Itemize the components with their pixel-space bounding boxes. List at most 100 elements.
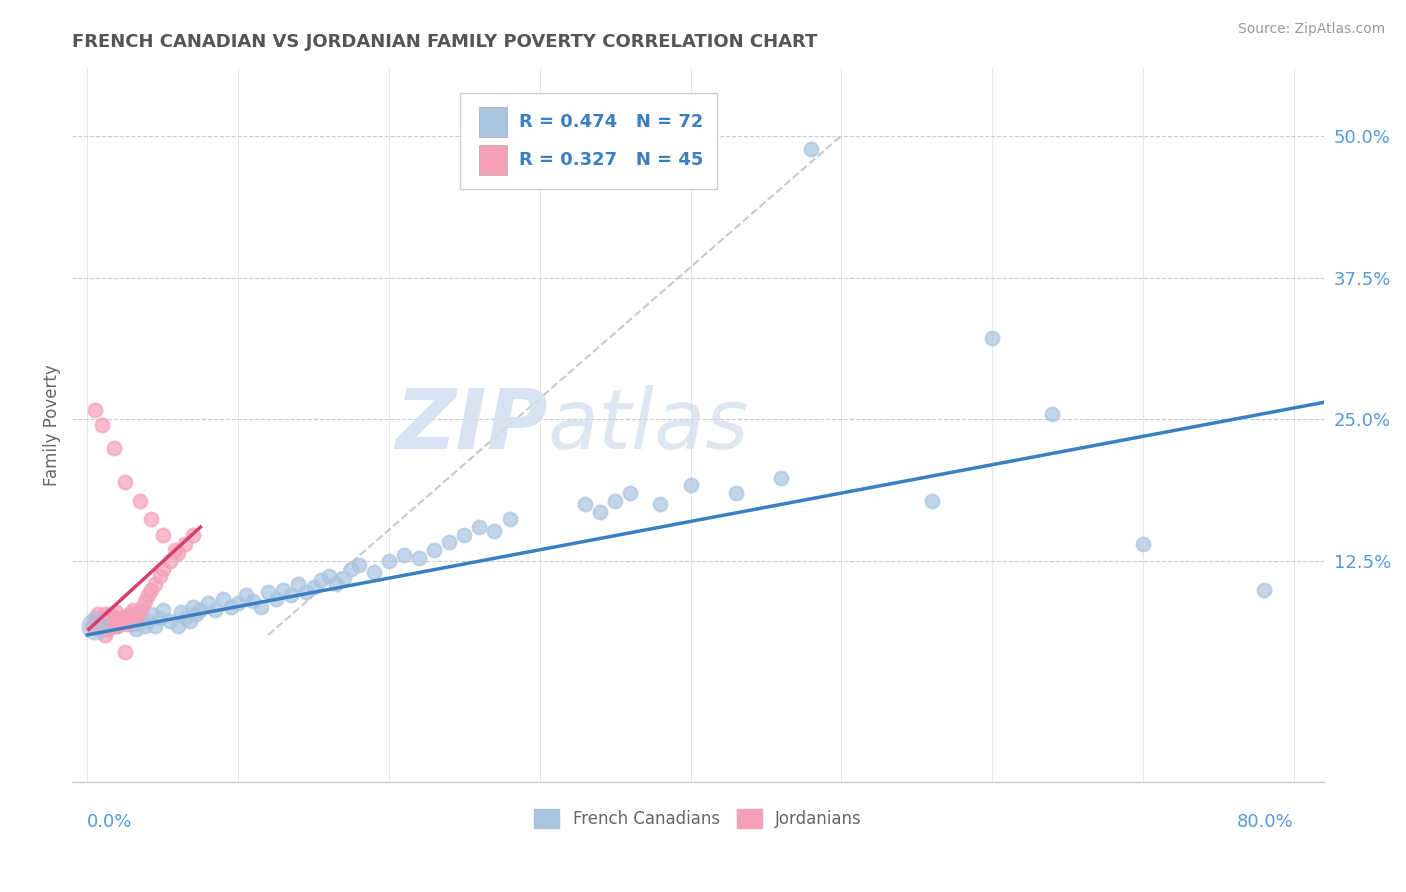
Point — [114, 614, 136, 628]
Point — [97, 622, 120, 636]
Point — [1132, 537, 1154, 551]
Point — [769, 471, 792, 485]
Point — [235, 588, 257, 602]
Point — [91, 614, 114, 628]
Point — [143, 577, 166, 591]
Text: Source: ZipAtlas.com: Source: ZipAtlas.com — [1237, 22, 1385, 37]
Text: FRENCH CANADIAN VS JORDANIAN FAMILY POVERTY CORRELATION CHART: FRENCH CANADIAN VS JORDANIAN FAMILY POVE… — [72, 33, 818, 51]
Point — [152, 603, 174, 617]
Point — [91, 417, 114, 432]
Point — [163, 542, 186, 557]
Point — [408, 550, 430, 565]
Point — [103, 441, 125, 455]
Point — [347, 558, 370, 572]
Text: 0.0%: 0.0% — [87, 813, 132, 831]
Point — [921, 494, 943, 508]
Point — [280, 588, 302, 602]
Point — [318, 569, 340, 583]
Point — [89, 616, 111, 631]
Point — [204, 603, 226, 617]
Point — [679, 478, 702, 492]
Point — [124, 622, 146, 636]
Point — [139, 582, 162, 597]
Point — [121, 616, 143, 631]
Point — [98, 611, 121, 625]
Point — [152, 528, 174, 542]
Point — [124, 611, 146, 625]
Point — [170, 605, 193, 619]
Point — [212, 591, 235, 606]
Point — [603, 494, 626, 508]
Point — [98, 607, 121, 622]
Point — [724, 486, 747, 500]
Point — [295, 584, 318, 599]
Point — [332, 571, 354, 585]
Point — [226, 596, 249, 610]
Point — [149, 569, 172, 583]
Point — [103, 611, 125, 625]
Point — [152, 562, 174, 576]
Point — [619, 486, 641, 500]
Point — [166, 546, 188, 560]
Point — [468, 520, 491, 534]
Y-axis label: Family Poverty: Family Poverty — [44, 364, 60, 486]
Point — [325, 577, 347, 591]
Point — [83, 614, 105, 628]
Point — [149, 611, 172, 625]
Point — [89, 619, 111, 633]
Point — [242, 594, 264, 608]
Point — [93, 614, 115, 628]
Point — [340, 562, 363, 576]
Point — [136, 614, 159, 628]
Point — [110, 611, 132, 625]
Point — [166, 619, 188, 633]
Point — [174, 537, 197, 551]
Point — [439, 534, 461, 549]
Point — [302, 580, 325, 594]
Point — [94, 622, 117, 636]
Point — [363, 566, 385, 580]
Point — [80, 619, 103, 633]
Point — [134, 594, 156, 608]
Point — [101, 619, 124, 633]
Point — [574, 497, 596, 511]
FancyBboxPatch shape — [479, 107, 506, 137]
Point — [423, 542, 446, 557]
Point — [392, 549, 415, 563]
Legend: French Canadians, Jordanians: French Canadians, Jordanians — [527, 802, 869, 835]
Text: atlas: atlas — [548, 384, 749, 466]
Point — [134, 619, 156, 633]
Point — [1042, 407, 1064, 421]
Point — [174, 611, 197, 625]
Point — [100, 614, 122, 628]
Point — [184, 607, 207, 622]
Point — [143, 619, 166, 633]
Point — [96, 619, 118, 633]
Point — [309, 574, 332, 588]
Point — [159, 614, 181, 628]
Point — [107, 619, 129, 633]
Point — [181, 528, 204, 542]
Point — [800, 142, 823, 156]
Point — [498, 512, 520, 526]
Point — [114, 645, 136, 659]
Point — [104, 605, 127, 619]
Point — [121, 603, 143, 617]
Point — [90, 619, 112, 633]
Point — [129, 494, 152, 508]
Point — [589, 505, 612, 519]
Point — [114, 475, 136, 489]
Point — [219, 599, 242, 614]
Point — [139, 607, 162, 622]
Point — [83, 619, 105, 633]
Point — [128, 605, 150, 619]
Point — [118, 607, 141, 622]
Point — [159, 554, 181, 568]
Point — [249, 599, 271, 614]
Point — [91, 611, 114, 625]
Point — [94, 607, 117, 622]
Point — [197, 596, 219, 610]
Point — [981, 331, 1004, 345]
Point — [94, 628, 117, 642]
Point — [273, 582, 295, 597]
